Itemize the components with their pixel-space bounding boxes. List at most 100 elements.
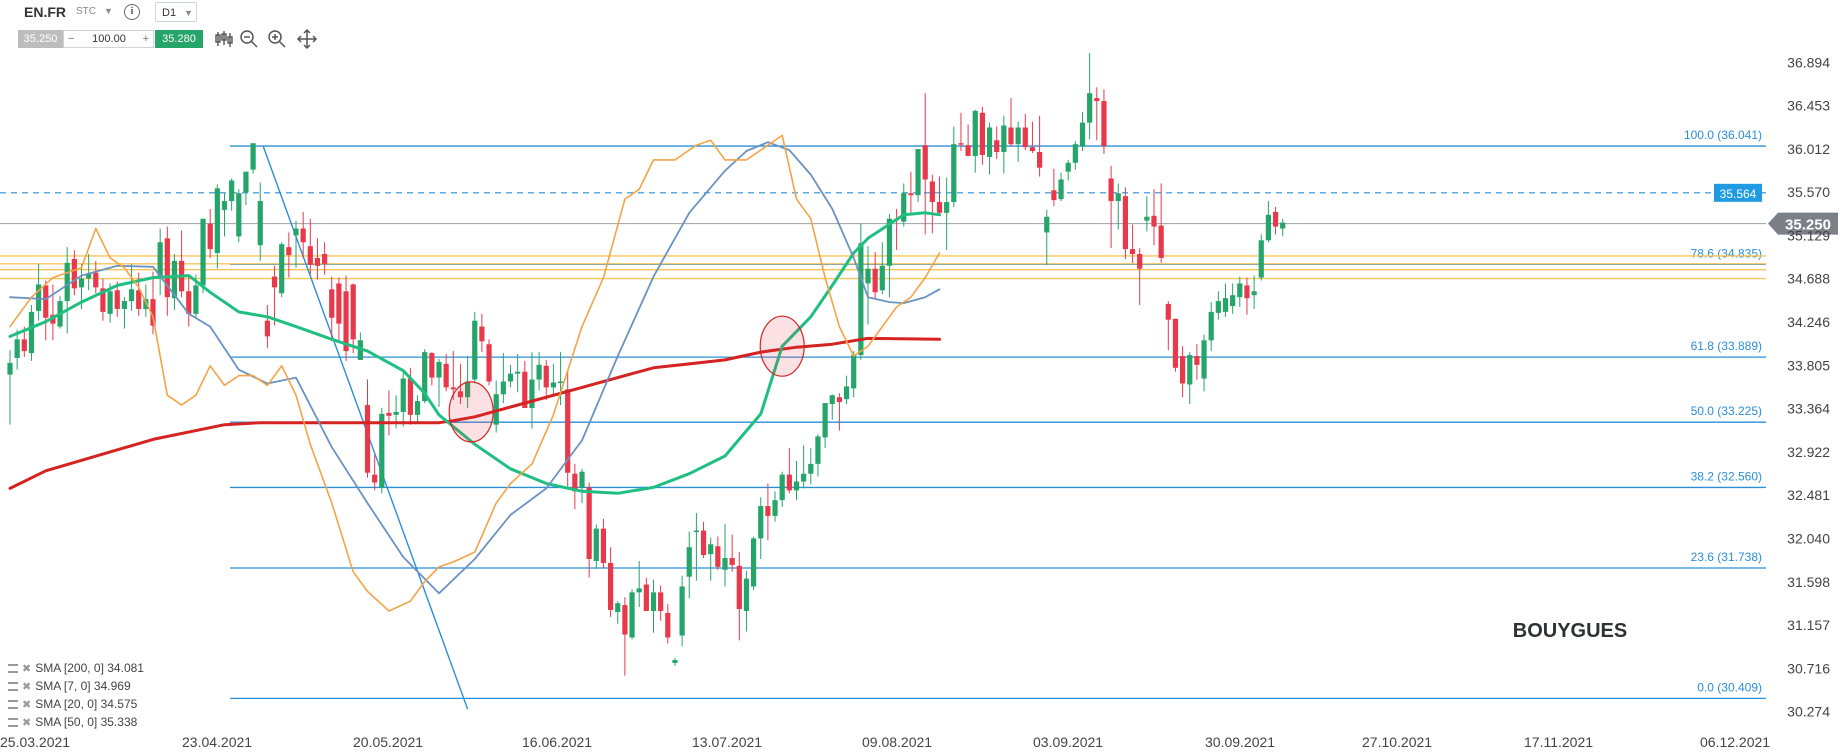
candle-body [772,500,778,516]
volume-stepper[interactable]: − 100.00 + [63,30,154,48]
candle-body [543,365,549,388]
candle-body [465,381,471,398]
candle-body [21,339,27,352]
y-tick-label: 35.129 [1787,227,1830,243]
candle-body [1008,127,1014,145]
timeframe-select[interactable]: D1 ▼ [155,2,197,22]
candle-body [200,218,206,286]
candle-body [229,180,235,202]
candle-body [43,285,49,318]
y-tick-label: 33.364 [1787,401,1830,417]
date-axis: 25.03.2021 23.04.2021 20.05.2021 16.06.2021… [0,734,1770,750]
candle-body [965,145,971,156]
menu-icon[interactable] [8,682,18,692]
crossover-marker [448,381,494,443]
fib-label: 61.8 (33.889) [1691,339,1762,353]
candle-body [86,273,92,279]
candle-body [343,291,349,352]
candle-body [78,278,85,288]
close-icon[interactable]: ✖ [22,717,32,729]
fib-label: 78.6 (34.835) [1691,246,1762,260]
candle-body [679,586,685,636]
info-icon[interactable]: i [124,4,140,20]
legend-item-sma20[interactable]: ✖ SMA [20, 0] 34.575 [8,695,144,713]
x-tick-label: 06.12.2021 [1700,734,1770,750]
candle-body [472,320,478,380]
legend-item-sma7[interactable]: ✖ SMA [7, 0] 34.969 [8,677,144,695]
candle-body [443,363,449,388]
candle-body [972,110,978,156]
candle-body [958,143,964,145]
instrument-type: STC [76,6,96,17]
candle-body [164,238,170,298]
increase-button[interactable]: + [142,33,149,45]
candle-body [336,283,342,324]
candle-body [293,228,299,236]
zoom-in-icon[interactable] [266,28,288,50]
candle-body [329,289,335,318]
menu-icon[interactable] [8,664,18,674]
candle-body [1122,196,1128,250]
fib-label: 38.2 (32.560) [1691,469,1762,483]
candle-body [843,386,850,400]
candle-body [1165,304,1171,320]
y-tick-label: 30.274 [1787,704,1830,720]
close-icon[interactable]: ✖ [22,681,32,693]
x-tick-label: 13.07.2021 [692,734,762,750]
fib-label: 100.0 (36.041) [1684,128,1762,142]
candle-body [1158,225,1164,258]
sma-line [8,336,941,490]
candle-body [536,364,542,380]
candle-body [1237,283,1243,298]
candle-body [379,413,385,488]
volume-input[interactable]: 100.00 [92,33,126,45]
candle-body [922,145,928,180]
candle-body [1194,356,1200,365]
menu-icon[interactable] [8,700,18,710]
bid-price[interactable]: 35.250 [18,30,63,48]
candle-body [1201,340,1207,379]
candle-body [743,578,750,611]
x-tick-label: 23.04.2021 [182,734,252,750]
candle-body [286,247,292,256]
y-tick-label: 33.805 [1787,357,1830,373]
chevron-down-icon[interactable]: ▼ [104,6,113,16]
candle-body [886,218,893,266]
fib-label: 50.0 (33.225) [1691,404,1762,418]
menu-icon[interactable] [8,718,18,728]
candle-body [722,558,728,570]
chart-type-icon[interactable] [212,28,234,50]
y-tick-label: 35.570 [1787,184,1830,200]
candle-body [1101,101,1107,147]
candle-body [951,144,957,203]
candle-body [1037,152,1043,168]
y-tick-label: 34.688 [1787,271,1830,287]
y-tick-label: 31.598 [1787,574,1830,590]
zoom-out-icon[interactable] [238,28,260,50]
close-icon[interactable]: ✖ [22,699,32,711]
decrease-button[interactable]: − [68,33,75,45]
close-icon[interactable]: ✖ [22,663,32,675]
candle-body [858,243,864,356]
candle-body [243,171,249,193]
move-icon[interactable] [296,28,318,50]
legend-item-sma200[interactable]: ✖ SMA [200, 0] 34.081 [8,659,144,677]
symbol-label[interactable]: EN.FR [24,4,66,20]
y-tick-label: 32.922 [1787,444,1830,460]
x-tick-label: 30.09.2021 [1205,734,1275,750]
candle-body [236,193,242,237]
candle-body [171,260,178,299]
candle-body [307,246,313,265]
alert-price-tag [1714,183,1762,202]
candle-body [1065,162,1071,172]
candle-body [1280,222,1286,229]
candle-body [143,299,149,309]
candle-body [622,605,628,635]
legend-item-sma50[interactable]: ✖ SMA [50, 0] 35.338 [8,713,144,731]
x-tick-label: 09.08.2021 [862,734,932,750]
candle-body [736,565,742,610]
candlestick-series [7,52,1286,676]
ask-price[interactable]: 35.280 [155,30,203,48]
candle-body [693,530,699,533]
